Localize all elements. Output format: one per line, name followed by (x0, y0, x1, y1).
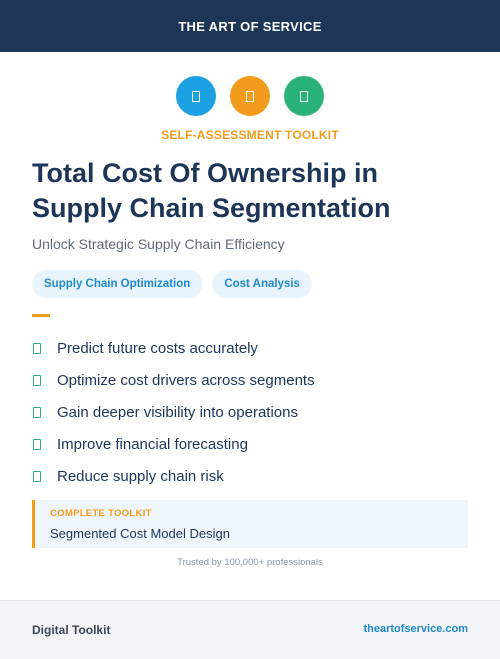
tag-cost-analysis: Cost Analysis (212, 270, 312, 298)
benefit-item: Gain deeper visibility into operations (32, 396, 315, 428)
check-icon (33, 438, 41, 450)
check-icon (33, 342, 41, 354)
tag-list: Supply Chain Optimization Cost Analysis (32, 270, 312, 298)
page-title: Total Cost Of Ownership in Supply Chain … (32, 158, 391, 223)
page-subtitle: Unlock Strategic Supply Chain Efficiency (32, 236, 285, 252)
toolkit-callout: COMPLETE TOOLKIT Segmented Cost Model De… (32, 500, 468, 548)
benefit-text: Optimize cost drivers across segments (57, 371, 315, 389)
benefit-item: Improve financial forecasting (32, 428, 315, 460)
tag-supply-chain-optimization: Supply Chain Optimization (32, 270, 203, 298)
trust-note: Trusted by 100,000+ professionals (177, 557, 323, 568)
green-square-icon (284, 76, 324, 116)
benefit-item: Predict future costs accurately (32, 332, 315, 364)
orange-square-icon (230, 76, 270, 116)
benefit-item: Reduce supply chain risk (32, 460, 315, 492)
footer-website-link[interactable]: theartofservice.com (363, 623, 468, 635)
benefit-text: Improve financial forecasting (57, 435, 248, 453)
callout-value: Segmented Cost Model Design (50, 526, 230, 541)
benefit-text: Reduce supply chain risk (57, 467, 224, 485)
benefit-list: Predict future costs accurately Optimize… (32, 332, 315, 492)
icon-row (0, 76, 500, 116)
toolkit-kicker: SELF-ASSESSMENT TOOLKIT (161, 128, 339, 142)
benefit-text: Gain deeper visibility into operations (57, 403, 298, 421)
callout-label: COMPLETE TOOLKIT (50, 508, 152, 519)
footer-label: Digital Toolkit (32, 623, 111, 637)
blue-square-icon (176, 76, 216, 116)
check-icon (33, 470, 41, 482)
top-banner: THE ART OF SERVICE (0, 0, 500, 52)
check-icon (33, 406, 41, 418)
brand-name: THE ART OF SERVICE (178, 18, 322, 34)
footer: Digital Toolkit theartofservice.com (0, 600, 500, 659)
benefit-item: Optimize cost drivers across segments (32, 364, 315, 396)
check-icon (33, 374, 41, 386)
accent-divider (32, 314, 50, 317)
benefit-text: Predict future costs accurately (57, 339, 258, 357)
